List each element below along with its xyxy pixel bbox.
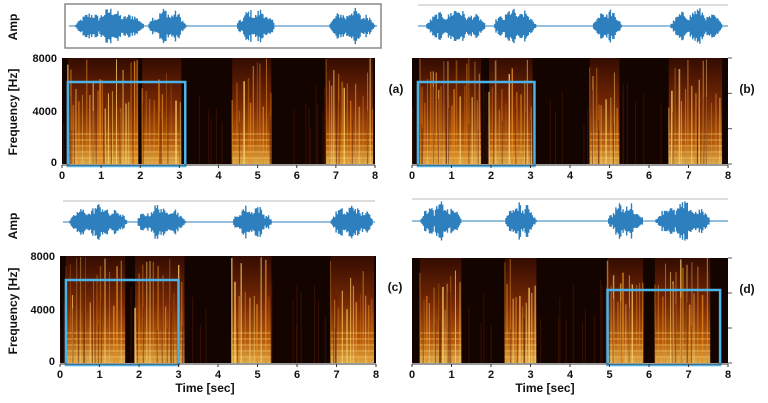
waveform-panel-b (418, 4, 728, 44)
y-tick-label: 4000 (33, 106, 57, 118)
x-tick-label: 5 (254, 369, 260, 381)
waveform-burst (237, 9, 276, 43)
x-tick-label: 4 (567, 170, 574, 182)
x-tick-label: 5 (255, 170, 261, 182)
spectrogram-a (62, 58, 375, 168)
waveform-panel-c (63, 200, 375, 240)
waveform-burst (420, 201, 462, 241)
panel-b: 0 1 2 3 4 5 6 7 8 (b) (409, 4, 755, 182)
selection-box (64, 278, 180, 367)
spectrogram-d (412, 258, 728, 367)
axes-d: 0 1 2 3 4 5 6 7 8 (409, 257, 732, 381)
x-tick-label: 0 (409, 170, 415, 182)
x-tick-label: 6 (646, 170, 652, 182)
waveform-burst (655, 201, 711, 241)
y-tick-label: 8000 (31, 251, 55, 263)
waveform-burst (426, 11, 487, 41)
waveform-burst (69, 204, 128, 240)
axes-c: 8000 4000 00 1 2 3 4 5 6 7 8 (31, 251, 380, 381)
x-tick-label: 0 (409, 369, 415, 381)
x-tick-label: 8 (725, 369, 731, 381)
x-tick-label: 2 (136, 369, 142, 381)
x-tick-label: 8 (373, 369, 379, 381)
x-tick-label: 4 (567, 369, 574, 381)
time-label-left: Time [sec] (175, 381, 234, 395)
panel-tag-a: (a) (389, 82, 404, 96)
spectral-energy-block (232, 58, 272, 164)
y-tick-label: 0 (51, 157, 57, 169)
waveform-panel-d (412, 198, 728, 241)
selection-box (416, 80, 536, 168)
x-tick-label: 2 (488, 369, 494, 381)
waveform-panel-a (64, 3, 382, 49)
axes-a: 8000 4000 00 1 2 3 4 5 6 7 8 (33, 53, 379, 182)
waveform-burst (233, 205, 272, 239)
x-tick-label: 8 (372, 170, 378, 182)
axes-b: 0 1 2 3 4 5 6 7 8 (409, 57, 732, 182)
x-tick-label: 3 (527, 170, 533, 182)
panel-a: 8000 4000 00 1 2 3 4 5 6 7 8 (a) (33, 3, 404, 182)
amp-label-bottom: Amp (6, 213, 20, 240)
y-tick-label: 4000 (31, 305, 55, 317)
x-tick-label: 7 (333, 170, 339, 182)
x-tick-label: 3 (175, 369, 181, 381)
panel-tag-d: (d) (739, 282, 754, 296)
x-tick-label: 5 (606, 170, 612, 182)
waveform-burst (494, 8, 537, 44)
frequency-label-bottom: Frequency [Hz] (6, 268, 20, 355)
x-tick-label: 1 (448, 170, 454, 182)
selection-box (606, 288, 722, 367)
x-tick-label: 7 (333, 369, 339, 381)
waveform-burst (148, 8, 187, 44)
spectral-energy-block (231, 256, 272, 363)
x-tick-label: 6 (646, 369, 652, 381)
amp-label-top: Amp (6, 14, 20, 41)
x-tick-label: 0 (57, 369, 63, 381)
x-tick-label: 6 (294, 170, 300, 182)
x-tick-label: 4 (215, 369, 222, 381)
x-tick-label: 8 (725, 170, 731, 182)
y-tick-label: 8000 (33, 53, 57, 65)
waveform-burst (592, 9, 622, 43)
panel-tag-c: (c) (388, 280, 403, 294)
waveform-burst (75, 8, 144, 44)
x-tick-label: 6 (294, 369, 300, 381)
waveform-burst (330, 205, 373, 239)
x-tick-label: 1 (98, 170, 104, 182)
waveform-burst (137, 205, 186, 239)
x-tick-label: 4 (215, 170, 222, 182)
spectral-energy-block (330, 256, 375, 363)
x-tick-label: 7 (685, 369, 691, 381)
selection-box (66, 80, 187, 168)
x-tick-label: 3 (527, 369, 533, 381)
spectral-energy-block (504, 258, 537, 363)
waveform-frame (64, 3, 382, 49)
frequency-label-top: Frequency [Hz] (6, 69, 20, 156)
waveform-burst (329, 7, 376, 45)
spectrogram-b (412, 58, 728, 168)
panel-d: 0 1 2 3 4 5 6 7 8 (d) (409, 198, 755, 381)
panel-tag-b: (b) (739, 82, 754, 96)
x-tick-label: 2 (488, 170, 494, 182)
waveform-burst (608, 203, 643, 239)
x-tick-label: 3 (176, 170, 182, 182)
x-tick-label: 0 (59, 170, 65, 182)
x-tick-label: 5 (606, 369, 612, 381)
x-tick-label: 1 (448, 369, 454, 381)
x-tick-label: 7 (685, 170, 691, 182)
spectral-energy-block (589, 58, 620, 164)
x-tick-label: 2 (137, 170, 143, 182)
spectrogram-c (60, 256, 376, 367)
waveform-burst (670, 8, 723, 44)
waveform-burst (505, 202, 537, 240)
y-tick-label: 0 (49, 356, 55, 368)
x-tick-label: 1 (96, 369, 102, 381)
panel-c: 8000 4000 00 1 2 3 4 5 6 7 8 (c) (31, 200, 403, 381)
time-label-right: Time [sec] (515, 381, 574, 395)
